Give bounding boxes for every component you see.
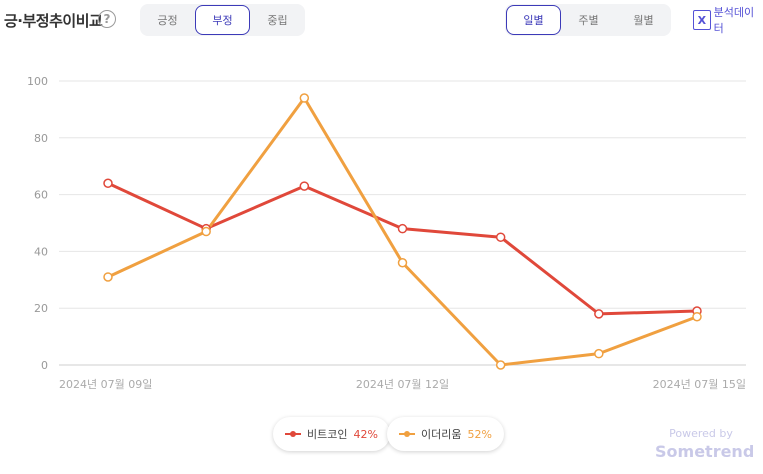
powered-by-text: Powered by (669, 427, 733, 440)
data-point[interactable] (103, 178, 113, 188)
chart-title: 긍·부정추이비교 (4, 12, 103, 30)
tab-daily[interactable]: 일별 (506, 5, 561, 35)
tab-weekly[interactable]: 주별 (578, 14, 599, 27)
data-point[interactable] (495, 360, 506, 370)
data-point[interactable] (299, 93, 310, 103)
x-tick-label: 2024년 07월 12일 (356, 377, 449, 391)
legend-item-bitcoin[interactable]: 비트코인 42% (273, 417, 390, 451)
x-tick-label: 2024년 07월 15일 (653, 377, 746, 391)
legend-label-bitcoin: 비트코인 (307, 428, 348, 441)
export-data-button[interactable]: X 분석데이터 (693, 6, 763, 35)
tab-monthly[interactable]: 월별 (633, 14, 654, 27)
data-point[interactable] (299, 181, 310, 191)
y-tick-label: 0 (41, 359, 48, 372)
data-point[interactable] (495, 232, 506, 242)
data-point[interactable] (103, 272, 113, 282)
export-label: 분석데이터 (713, 6, 755, 35)
legend-share-bitcoin: 42% (353, 427, 378, 441)
data-point[interactable] (692, 311, 702, 322)
legend-label-ethereum: 이더리움 (421, 428, 462, 441)
y-tick-label: 100 (27, 75, 48, 88)
period-toggle: 일별 주별 월별 (505, 4, 671, 36)
data-point[interactable] (594, 309, 604, 319)
data-point[interactable] (201, 226, 211, 237)
y-tick-label: 20 (34, 302, 48, 315)
y-tick-label: 60 (34, 189, 48, 202)
sentiment-toggle: 긍정 부정 중립 (140, 4, 305, 36)
tab-negative[interactable]: 부정 (195, 5, 250, 35)
excel-icon: X (693, 10, 711, 30)
y-tick-label: 40 (34, 245, 48, 258)
help-icon[interactable]: ? (98, 10, 116, 28)
data-point[interactable] (594, 348, 604, 359)
data-point[interactable] (397, 223, 408, 234)
data-point[interactable] (397, 258, 408, 268)
legend-share-ethereum: 52% (467, 427, 492, 441)
series-line-0 (107, 181, 698, 316)
x-tick-label: 2024년 07월 09일 (59, 377, 152, 391)
legend-marker-bitcoin (285, 429, 301, 439)
tab-positive[interactable]: 긍정 (157, 14, 178, 27)
legend-item-ethereum[interactable]: 이더리움 52% (387, 417, 504, 451)
legend-marker-ethereum (399, 429, 415, 439)
y-tick-label: 80 (34, 132, 48, 145)
brand-logo: Sometrend (655, 442, 755, 461)
tab-neutral[interactable]: 중립 (267, 14, 288, 27)
